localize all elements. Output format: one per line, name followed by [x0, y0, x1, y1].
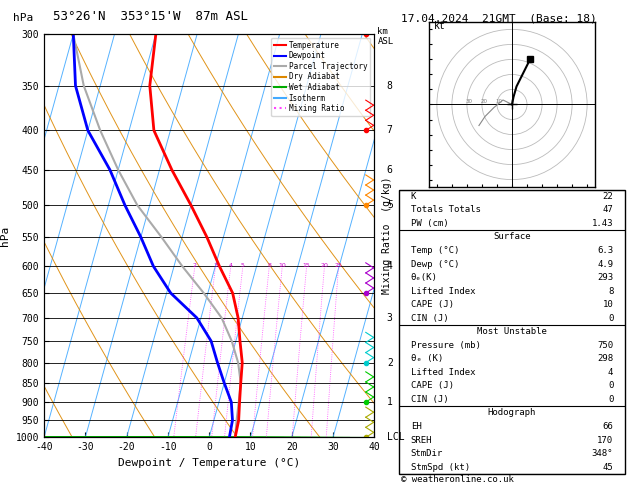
Text: 10: 10 — [496, 99, 503, 104]
Text: StmDir: StmDir — [411, 449, 443, 458]
Text: StmSpd (kt): StmSpd (kt) — [411, 463, 470, 471]
Text: Lifted Index: Lifted Index — [411, 287, 475, 295]
Text: 22: 22 — [603, 192, 613, 201]
Text: 47: 47 — [603, 206, 613, 214]
Text: km
ASL: km ASL — [377, 27, 394, 46]
Y-axis label: hPa: hPa — [0, 226, 10, 246]
Text: 5: 5 — [387, 200, 392, 210]
Text: 25: 25 — [335, 263, 343, 268]
Text: 298: 298 — [597, 354, 613, 363]
Text: hPa: hPa — [13, 13, 33, 23]
Text: 20: 20 — [481, 99, 487, 104]
Text: 4: 4 — [608, 368, 613, 377]
Text: K: K — [411, 192, 416, 201]
Text: 6: 6 — [387, 165, 392, 175]
Text: CIN (J): CIN (J) — [411, 313, 448, 323]
Text: 6.3: 6.3 — [597, 246, 613, 255]
Text: LCL: LCL — [387, 433, 404, 442]
Text: 7: 7 — [387, 125, 392, 136]
Text: 293: 293 — [597, 273, 613, 282]
Text: 0: 0 — [608, 313, 613, 323]
Text: Dewp (°C): Dewp (°C) — [411, 260, 459, 268]
Text: 8: 8 — [267, 263, 271, 268]
X-axis label: Dewpoint / Temperature (°C): Dewpoint / Temperature (°C) — [118, 458, 300, 468]
Text: 66: 66 — [603, 422, 613, 431]
Text: 4: 4 — [229, 263, 233, 268]
Text: 30: 30 — [465, 99, 472, 104]
Text: θₑ(K): θₑ(K) — [411, 273, 438, 282]
Text: 53°26'N  353°15'W  87m ASL: 53°26'N 353°15'W 87m ASL — [53, 10, 248, 23]
Text: Surface: Surface — [493, 232, 531, 242]
Text: © weatheronline.co.uk: © weatheronline.co.uk — [401, 474, 514, 484]
Text: 10: 10 — [279, 263, 286, 268]
Text: 17.04.2024  21GMT  (Base: 18): 17.04.2024 21GMT (Base: 18) — [401, 14, 597, 24]
Text: 3: 3 — [387, 313, 392, 323]
Text: 8: 8 — [608, 287, 613, 295]
Text: 348°: 348° — [592, 449, 613, 458]
Text: Temp (°C): Temp (°C) — [411, 246, 459, 255]
Text: 1.43: 1.43 — [592, 219, 613, 228]
Text: PW (cm): PW (cm) — [411, 219, 448, 228]
Text: 2: 2 — [387, 358, 392, 367]
Text: CAPE (J): CAPE (J) — [411, 382, 454, 390]
Text: SREH: SREH — [411, 435, 432, 445]
Text: Totals Totals: Totals Totals — [411, 206, 481, 214]
Text: 1: 1 — [387, 397, 392, 407]
Text: CIN (J): CIN (J) — [411, 395, 448, 404]
Text: 4: 4 — [387, 261, 392, 271]
Text: 170: 170 — [597, 435, 613, 445]
Text: EH: EH — [411, 422, 421, 431]
Text: 2: 2 — [193, 263, 197, 268]
Text: 0: 0 — [608, 395, 613, 404]
Text: 8: 8 — [387, 81, 392, 91]
Text: 45: 45 — [603, 463, 613, 471]
Text: Pressure (mb): Pressure (mb) — [411, 341, 481, 350]
Text: 10: 10 — [603, 300, 613, 309]
Text: 750: 750 — [597, 341, 613, 350]
Text: θₑ (K): θₑ (K) — [411, 354, 443, 363]
Text: Lifted Index: Lifted Index — [411, 368, 475, 377]
Text: kt: kt — [434, 21, 445, 32]
Text: Hodograph: Hodograph — [488, 408, 536, 417]
Text: 20: 20 — [321, 263, 328, 268]
Text: 0: 0 — [608, 382, 613, 390]
Text: Most Unstable: Most Unstable — [477, 327, 547, 336]
Text: 15: 15 — [303, 263, 311, 268]
Text: 5: 5 — [241, 263, 245, 268]
Text: CAPE (J): CAPE (J) — [411, 300, 454, 309]
Y-axis label: Mixing Ratio  (g/kg): Mixing Ratio (g/kg) — [382, 177, 392, 295]
Text: 4.9: 4.9 — [597, 260, 613, 268]
Text: 3: 3 — [213, 263, 218, 268]
Legend: Temperature, Dewpoint, Parcel Trajectory, Dry Adiabat, Wet Adiabat, Isotherm, Mi: Temperature, Dewpoint, Parcel Trajectory… — [271, 38, 370, 116]
